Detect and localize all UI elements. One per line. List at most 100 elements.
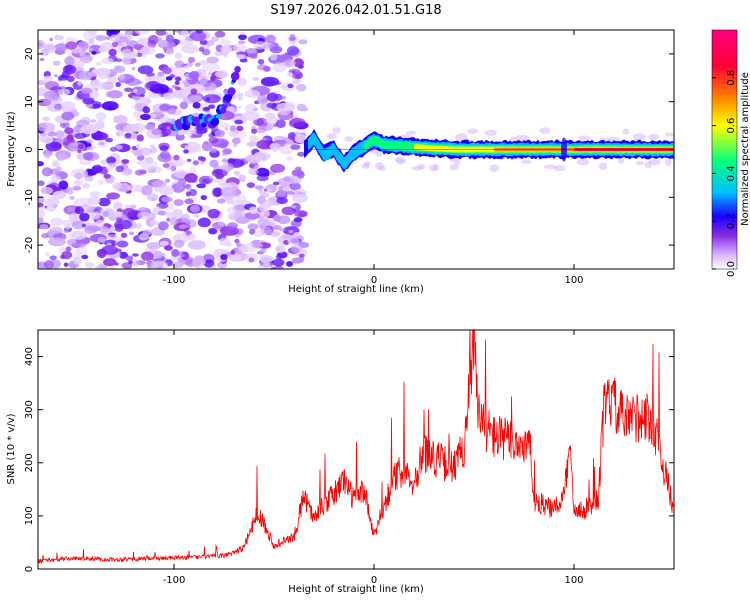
spectrogram-halo-blob [429, 164, 438, 172]
spectrogram-noise-blob [272, 224, 283, 231]
spectrogram-noise-blob [118, 74, 125, 80]
spectrogram-noise-blob [55, 138, 62, 143]
spectrogram-noise-blob [175, 182, 184, 189]
spectrogram-noise-blob [148, 34, 159, 45]
spectrogram-noise-blob [132, 259, 141, 267]
spectrogram-noise-blob [286, 190, 294, 195]
spectrogram-noise-blob [49, 255, 57, 261]
spectrogram-noise-blob [270, 163, 286, 173]
spectrogram-noise-blob [49, 37, 53, 42]
spectrogram-noise-blob [98, 197, 111, 207]
spectrogram-noise-blob [120, 232, 128, 238]
spectrogram-halo-blob [648, 133, 659, 141]
spectrogram-noise-blob [282, 187, 286, 192]
spectrogram-halo-blob [632, 133, 646, 141]
spectrogram-noise-blob [121, 159, 130, 164]
spectrogram-noise-blob [134, 30, 150, 35]
spectrogram-noise-blob [77, 242, 87, 248]
spectrogram-noise-blob [149, 146, 157, 154]
spectrogram-noise-blob [96, 82, 106, 91]
spectrogram-noise-blob [162, 132, 169, 136]
spectrogram-noise-blob [143, 150, 150, 156]
spectrogram-noise-blob [258, 189, 263, 193]
spectrogram-noise-blob [280, 95, 286, 100]
spectrogram-noise-blob [275, 147, 281, 151]
spectrogram-noise-blob [116, 208, 123, 213]
spectrogram-noise-blob [64, 223, 72, 230]
spectrogram-noise-blob [162, 67, 172, 75]
spectrogram-noise-blob [181, 44, 199, 54]
spectrogram-noise-blob [144, 123, 155, 131]
spectrogram-noise-blob [161, 196, 173, 203]
spectrogram-noise-blob [186, 145, 201, 153]
spectrogram-noise-blob [121, 171, 129, 176]
spectrogram-noise-blob [248, 206, 258, 215]
spectrogram-noise-blob [38, 80, 47, 86]
spectrogram-noise-blob [290, 144, 301, 150]
spectrogram-noise-blob [267, 44, 273, 49]
spectrogram-noise-blob [141, 97, 151, 106]
spectrogram-noise-blob [188, 167, 197, 174]
spectrogram-noise-blob [180, 251, 190, 261]
spectrogram-noise-blob [227, 131, 237, 137]
spectrogram-noise-blob [256, 174, 269, 182]
spectrogram-halo-blob [484, 129, 497, 136]
spectrogram-noise-blob [130, 86, 146, 97]
spectrogram-noise-blob [251, 39, 258, 44]
spectrogram-noise-blob [93, 85, 98, 89]
spectrogram-noise-blob [106, 156, 117, 164]
spectrogram-noise-blob [88, 72, 98, 77]
spectrogram-noise-blob [65, 41, 78, 50]
spectrogram-halo-blob [394, 157, 406, 163]
spectrogram-ridge-point [234, 66, 241, 73]
spectrogram-noise-blob [121, 262, 133, 269]
spectrogram-halo-blob [665, 158, 672, 167]
spectrogram-noise-blob [246, 141, 257, 147]
spectrogram-halo-blob [539, 127, 551, 135]
spectrogram-noise-blob [197, 217, 211, 228]
spectrogram-noise-blob [208, 136, 219, 144]
spectrogram-noise-blob [61, 70, 70, 79]
spectrogram-noise-blob [289, 182, 301, 191]
spectrogram-noise-blob [174, 81, 180, 85]
spectrogram-noise-blob [174, 76, 182, 82]
spectrogram-noise-blob [169, 74, 176, 79]
spectrogram-noise-blob [253, 118, 264, 126]
spectrogram-noise-blob [291, 243, 303, 254]
spectrogram-noise-blob [238, 34, 247, 41]
spectrogram-noise-blob [74, 132, 87, 139]
spectrogram-noise-blob [79, 212, 90, 222]
spectrogram-noise-blob [190, 31, 207, 42]
spectrogram-noise-blob [113, 65, 126, 74]
spectrogram-noise-blob [231, 137, 241, 145]
spectrogram-noise-blob [237, 77, 247, 86]
spectrogram-noise-blob [286, 156, 293, 161]
spectrogram-noise-blob [48, 237, 66, 247]
spectrogram-xtick-label: 100 [564, 275, 583, 286]
spectrogram-noise-blob [270, 231, 281, 237]
spectrogram-noise-blob [194, 62, 201, 67]
spectrogram-halo-blob [553, 165, 566, 172]
spectrogram-noise-blob [241, 111, 261, 121]
spectrogram-noise-blob [64, 56, 75, 66]
spectrogram-noise-blob [77, 149, 82, 153]
spectrogram-noise-blob [162, 92, 176, 100]
spectrogram-noise-blob [232, 142, 238, 148]
spectrogram-noise-blob [266, 102, 277, 109]
spectrogram-noise-blob [157, 221, 169, 231]
spectrogram-noise-blob [141, 54, 146, 58]
spectrogram-noise-blob [71, 60, 85, 68]
spectrogram-noise-blob [246, 182, 255, 188]
spectrogram-noise-blob [296, 103, 307, 112]
spectrogram-noise-blob [216, 198, 226, 204]
spectrogram-noise-blob [38, 209, 46, 219]
spectrogram-noise-blob [77, 81, 83, 86]
spectrogram-halo-blob [467, 128, 478, 135]
spectrogram-noise-blob [101, 101, 119, 111]
spectrogram-noise-blob [287, 72, 293, 77]
spectrogram-noise-blob [155, 30, 167, 36]
snr-background [38, 330, 674, 569]
spectrogram-noise-blob [151, 128, 162, 136]
spectrogram-noise-blob [188, 95, 202, 103]
